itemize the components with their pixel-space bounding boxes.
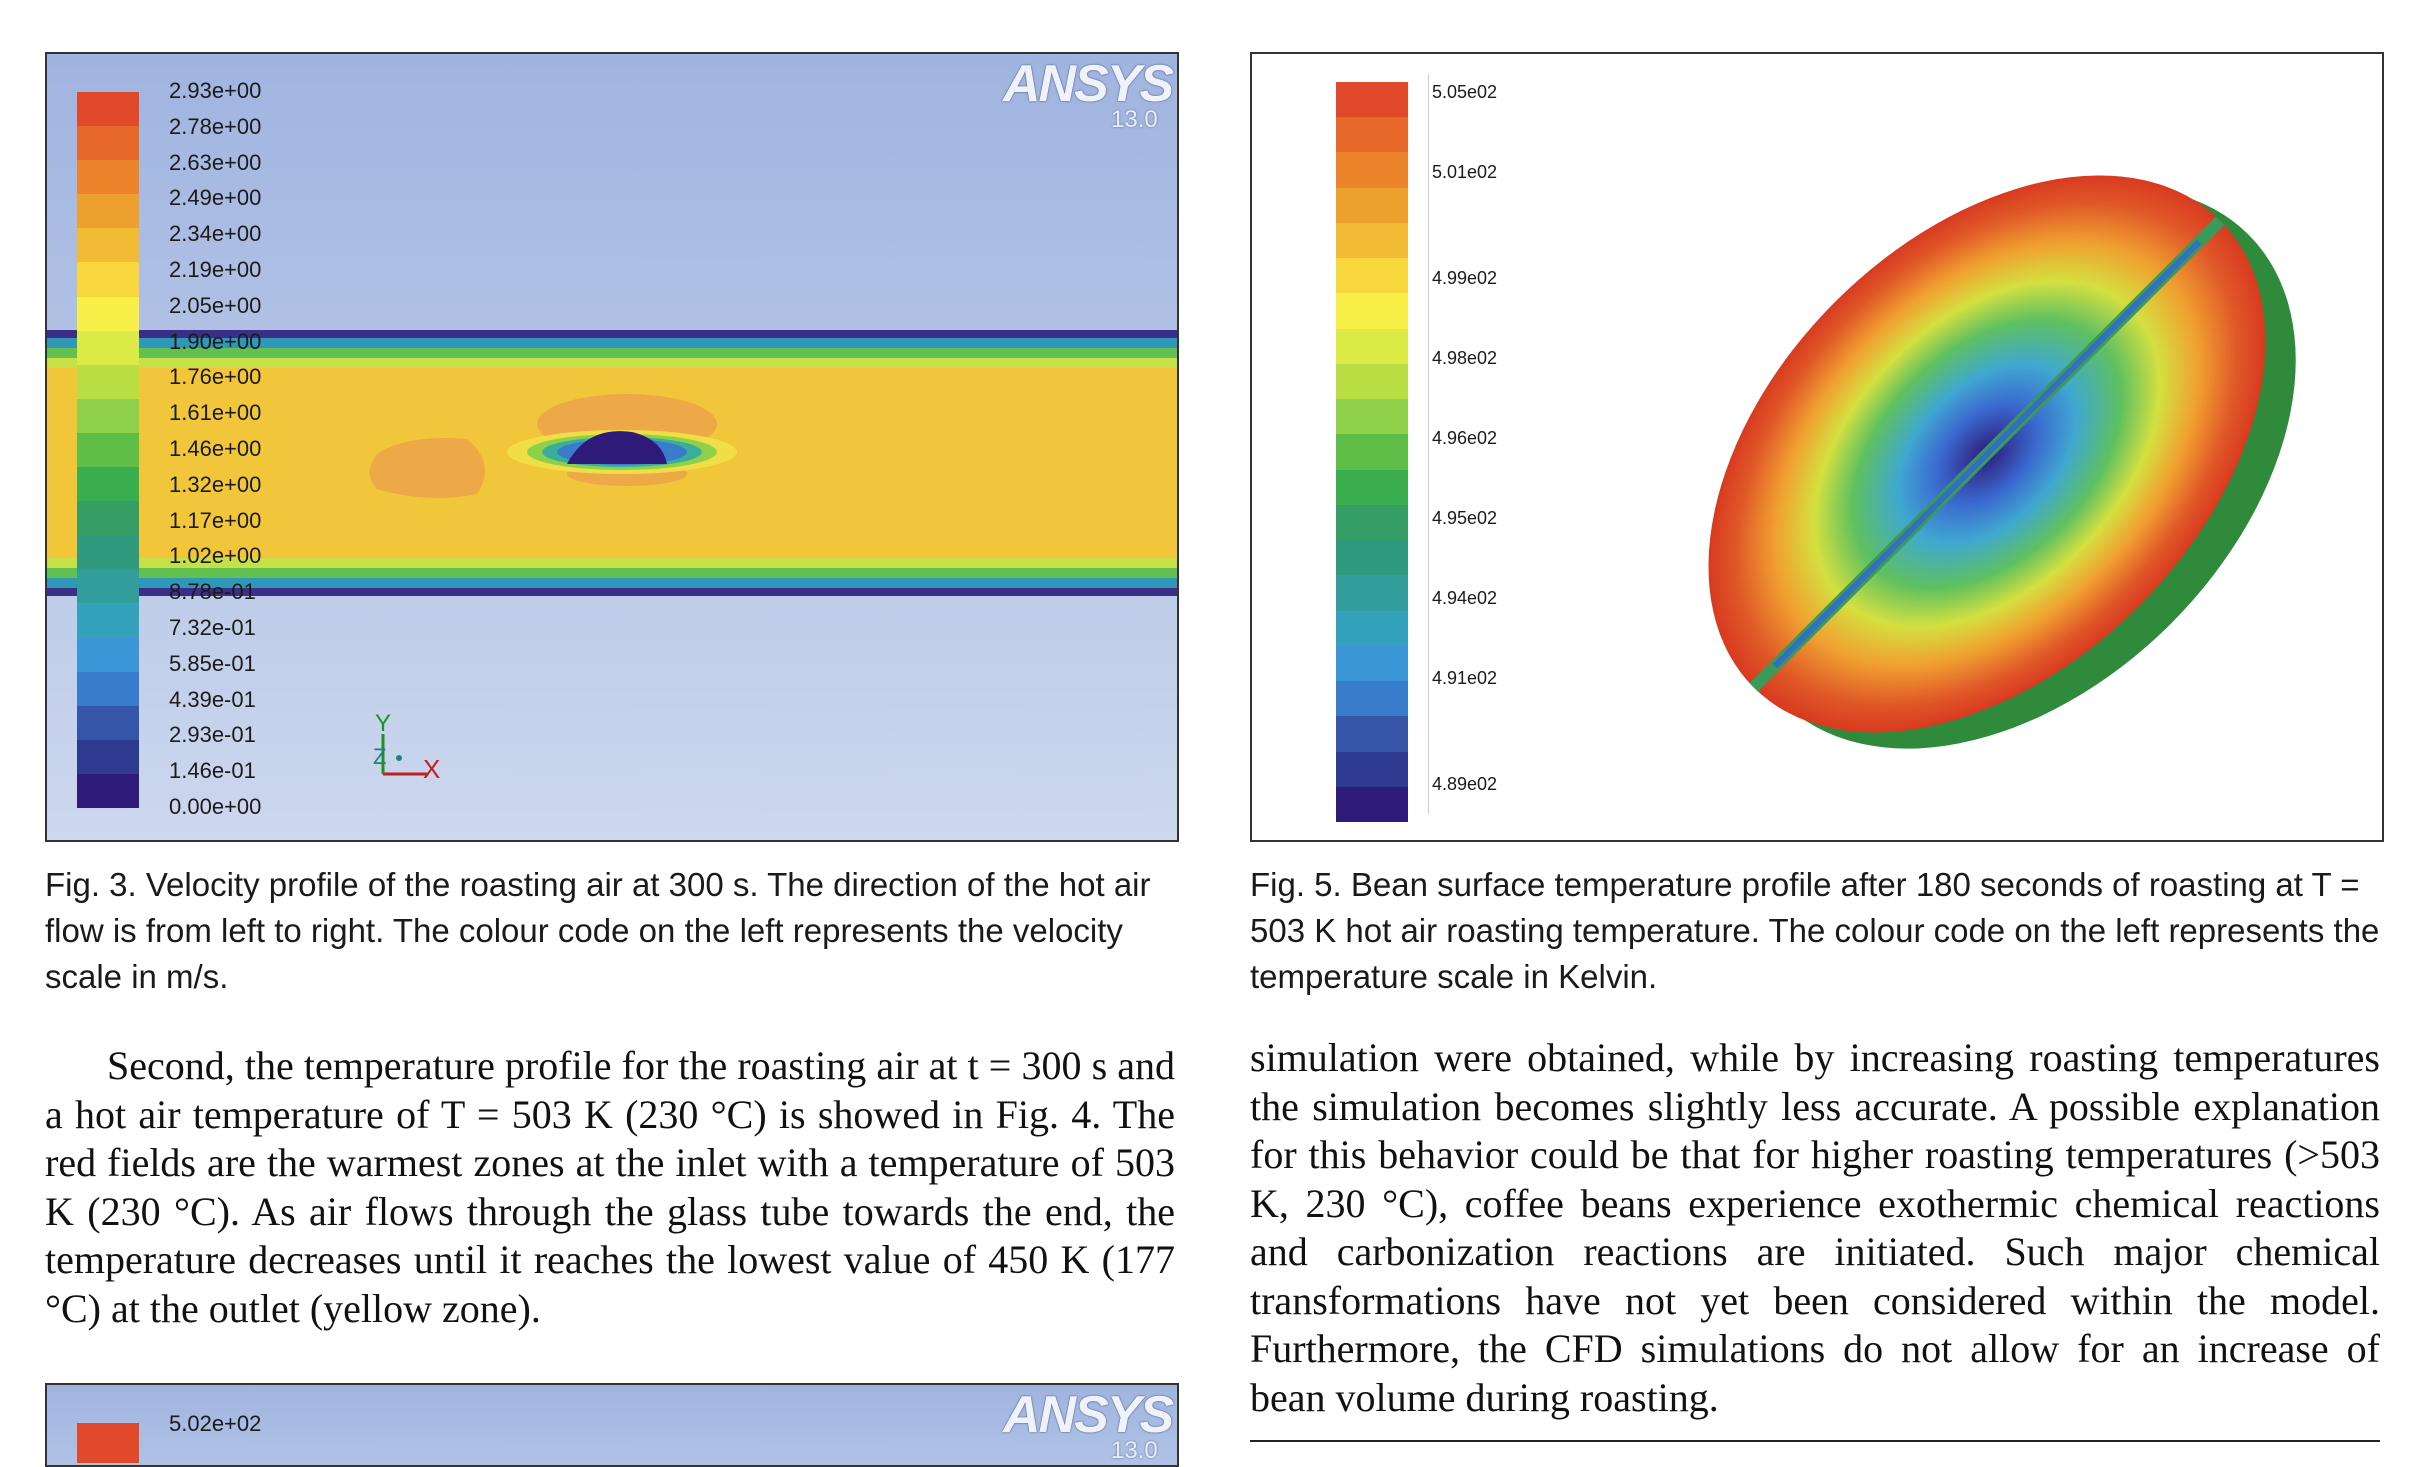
axis-y-label: Y <box>375 710 392 737</box>
fig3-legend-tick: 1.61e+00 <box>169 400 262 426</box>
fig3-legend-swatch <box>77 637 139 673</box>
fig4-first-tick: 5.02e+02 <box>169 1411 262 1436</box>
fig5-legend-tick: 4.91e02 <box>1432 668 1498 688</box>
right-column-text: simulation were obtained, while by incre… <box>1250 1034 2380 1422</box>
fig3-legend-tick: 2.49e+00 <box>169 185 262 211</box>
fig5-legend-swatch <box>1336 434 1408 471</box>
fig5-legend-swatch <box>1336 540 1408 576</box>
fig5-legend-swatch <box>1336 469 1408 506</box>
fig3-legend-swatch <box>77 569 139 604</box>
fig5-legend-tick: 5.01e02 <box>1432 162 1498 182</box>
fig3-legend-swatch <box>77 262 139 298</box>
fig5-legend-tick: 5.05e02 <box>1432 82 1498 102</box>
fig3-legend-tick: 1.02e+00 <box>169 543 262 569</box>
figure-3-velocity-profile: 2.93e+00 2.78e+00 2.63e+00 2.49e+00 2.34e+00… <box>45 52 1179 842</box>
fig3-legend-swatch <box>77 467 139 502</box>
fig5-legend-swatch <box>1336 222 1408 259</box>
fig5-legend-swatch <box>1336 187 1408 224</box>
fig3-legend-tick: 2.05e+00 <box>169 292 262 318</box>
fig3-legend-tick: 8.78e-01 <box>169 579 256 605</box>
fig5-legend-swatch <box>1336 645 1408 682</box>
fig3-legend-tick: 1.46e-01 <box>169 758 256 784</box>
right-paragraph: simulation were obtained, while by incre… <box>1250 1035 2380 1420</box>
ansys-version: 13.0 <box>1111 106 1158 133</box>
left-paragraph: Second, the temperature profile for the … <box>45 1043 1175 1331</box>
fig3-legend-tick: 7.32e-01 <box>169 615 256 640</box>
fig5-legend-tick: 4.94e02 <box>1432 588 1498 608</box>
fig5-legend-swatch <box>1336 293 1408 330</box>
axis-z-label: Z <box>373 744 387 769</box>
fig5-legend-tick: 4.99e02 <box>1432 268 1498 288</box>
figure-3-caption: Fig. 3. Velocity profile of the roasting… <box>45 866 1151 995</box>
left-column-text: Second, the temperature profile for the … <box>45 1042 1175 1333</box>
fig3-legend-tick: 2.34e+00 <box>169 221 262 247</box>
fig5-legend-swatch <box>1336 399 1408 435</box>
fig5-legend-swatch <box>1336 716 1408 753</box>
fig5-legend-swatch <box>1336 328 1408 365</box>
fig5-legend-swatch <box>1336 610 1408 647</box>
fig3-legend-swatch <box>77 705 139 741</box>
fig3-legend-tick: 2.93e-01 <box>169 722 256 748</box>
ansys-logo: ANSYS <box>1003 55 1174 113</box>
fig5-legend-swatch <box>1336 751 1408 788</box>
figure-5-bean-temperature: 5.05e02 5.01e02 4.99e02 4.98e02 4.96e02 4.95e… <box>1250 52 2384 842</box>
fig3-legend-swatch <box>77 194 139 229</box>
velocity-field-image <box>47 330 1177 776</box>
bean-temperature-image <box>1708 175 2296 749</box>
fig3-legend-tick: 2.78e+00 <box>169 113 262 139</box>
fig5-legend-swatch <box>1336 82 1408 118</box>
fig5-legend-tick: 4.96e02 <box>1432 428 1498 448</box>
fig3-legend-swatch <box>77 535 139 570</box>
fig3-legend-swatch <box>77 603 139 639</box>
fig5-legend-tick: 4.89e02 <box>1432 774 1498 794</box>
fig5-legend-swatch <box>1336 258 1408 294</box>
fig3-legend-swatch <box>77 739 139 775</box>
fig3-legend-swatch <box>77 160 139 195</box>
fig3-legend-tick: 2.63e+00 <box>169 149 262 175</box>
fig5-legend-swatch <box>1336 681 1408 717</box>
fig3-legend-swatch <box>77 432 139 468</box>
fig3-legend-swatch <box>77 773 139 809</box>
fig3-legend-tick: 0.00e+00 <box>169 794 262 819</box>
figure-4-partial: 5.02e+02 ANSYS 13.0 <box>45 1383 1179 1467</box>
fig3-legend-swatch <box>77 92 139 127</box>
fig3-legend-swatch <box>77 501 139 536</box>
fig3-legend-tick: 1.17e+00 <box>169 507 262 533</box>
fig5-legend-tick: 4.98e02 <box>1432 348 1498 368</box>
fig3-legend-swatch <box>77 296 139 332</box>
fig5-legend-swatch <box>1336 575 1408 612</box>
fig3-legend-tick: 1.32e+00 <box>169 471 262 497</box>
fig3-legend-swatch <box>77 398 139 434</box>
fig3-legend-tick: 2.93e+00 <box>169 78 262 103</box>
fig3-legend-swatch <box>77 364 139 400</box>
fig3-legend-tick: 1.90e+00 <box>169 328 262 354</box>
fig5-legend-swatch <box>1336 504 1408 541</box>
fig3-legend-tick: 1.46e+00 <box>169 436 262 461</box>
fig3-legend-tick: 1.76e+00 <box>169 364 262 390</box>
fig5-legend-swatch <box>1336 152 1408 189</box>
fig4-top-swatch <box>77 1423 139 1463</box>
fig4-ansys-version: 13.0 <box>1111 1437 1158 1464</box>
fig5-legend-swatch <box>1336 786 1408 823</box>
fig3-legend-swatch <box>77 330 139 366</box>
fig3-legend-swatch <box>77 671 139 707</box>
fig3-legend-tick: 5.85e-01 <box>169 650 256 676</box>
fig3-legend-tick: 2.19e+00 <box>169 257 262 282</box>
fig3-legend-swatch <box>77 126 139 161</box>
fig3-legend-tick: 4.39e-01 <box>169 686 256 712</box>
fig5-legend-tick: 4.95e02 <box>1432 508 1498 528</box>
fig3-legend-swatch <box>77 228 139 263</box>
fig5-legend-divider <box>1428 74 1429 814</box>
fig4-ansys-logo: ANSYS <box>1003 1386 1174 1444</box>
right-column-footnote-rule <box>1250 1440 2380 1442</box>
fig5-legend-swatch <box>1336 117 1408 153</box>
axis-x-label: X <box>423 754 441 784</box>
fig5-legend-swatch <box>1336 363 1408 400</box>
figure-5-caption: Fig. 5. Bean surface temperature profile… <box>1250 866 2380 995</box>
